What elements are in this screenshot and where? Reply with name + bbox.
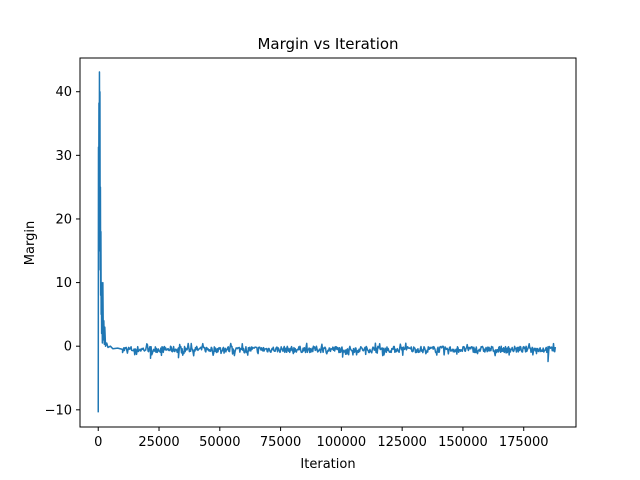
x-tick-label: 175000: [499, 435, 549, 450]
x-tick-label: 0: [94, 435, 102, 450]
y-tick-label: 10: [55, 276, 72, 291]
y-tick-label: −10: [45, 403, 72, 418]
y-tick-label: 0: [64, 340, 72, 355]
x-axis-label: Iteration: [300, 457, 355, 472]
y-tick-label: 20: [55, 212, 72, 227]
x-tick-label: 50000: [199, 435, 240, 450]
series-line: [97, 71, 557, 413]
y-axis: −10 0 10 20 30 40: [45, 85, 80, 418]
x-tick-label: 25000: [138, 435, 179, 450]
plot-area: [97, 71, 557, 413]
axes-frame: [79, 57, 577, 428]
y-axis-label: Margin: [23, 221, 38, 265]
y-tick-label: 30: [55, 149, 72, 164]
y-tick-label: 40: [55, 85, 72, 100]
x-tick-label: 75000: [260, 435, 301, 450]
chart-title: Margin vs Iteration: [257, 35, 398, 53]
x-axis: 0 25000 50000 75000 100000 125000 150000 175000: [94, 427, 549, 450]
x-tick-label: 100000: [317, 435, 367, 450]
x-tick-label: 150000: [438, 435, 488, 450]
x-tick-label: 125000: [377, 435, 427, 450]
